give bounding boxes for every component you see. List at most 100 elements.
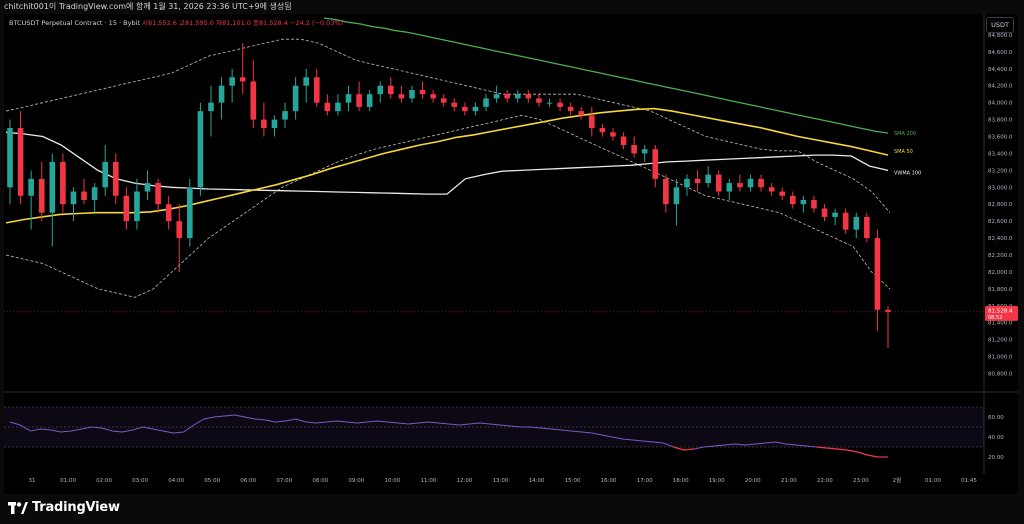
candle-body	[663, 178, 669, 205]
price-tick-label: 84,400.0	[988, 67, 1013, 73]
candle-body	[504, 94, 510, 99]
candle-body	[134, 191, 140, 222]
candle-body	[102, 161, 109, 188]
candle-body	[398, 94, 405, 99]
price-tick-label: 82,800.0	[988, 202, 1013, 208]
sma200-line	[323, 17, 889, 134]
time-tick-label: 17:00	[637, 478, 653, 484]
oscillator-tick-label: 20.00	[988, 455, 1004, 461]
candle-body	[789, 195, 796, 205]
time-tick-label: 07:00	[276, 478, 292, 484]
oscillator-tick-label: 40.00	[988, 435, 1004, 441]
snapshot-caption: chitchit001이 TradingView.com에 함께 1월 31, …	[4, 2, 292, 11]
candle-body	[631, 144, 637, 154]
last-price-badge	[985, 305, 1018, 321]
time-tick-label: 05:00	[204, 478, 220, 484]
symbol-legend[interactable]: BTCUSDT Perpetual Contract · 15 · Bybit …	[9, 17, 343, 27]
candle-body	[525, 94, 532, 99]
candle-body	[853, 216, 860, 230]
price-tick-label: 83,400.0	[988, 151, 1013, 157]
oscillator-line	[9, 414, 888, 458]
candle-body	[546, 102, 553, 104]
price-tick-label: 82,200.0	[988, 253, 1013, 259]
price-tick-label: 83,800.0	[988, 118, 1013, 124]
candle-body	[610, 132, 616, 137]
time-tick-label: 03:00	[132, 478, 148, 484]
price-tick-label: 84,800.0	[988, 33, 1013, 39]
chart-panel: 84,800.0 84,600.0 84,400.0 84,200.0 84,000.0…	[4, 14, 1018, 494]
candle-body	[250, 81, 257, 120]
candle-body	[589, 115, 595, 129]
candle-body	[705, 174, 711, 184]
candle-body	[292, 85, 299, 112]
time-tick-label: 2월	[893, 476, 902, 484]
oversold-segment	[816, 446, 827, 449]
logo-text: TradingView	[32, 500, 120, 515]
candle-body	[652, 149, 659, 179]
candle-body	[768, 187, 775, 192]
time-tick-label: 08:00	[312, 478, 328, 484]
candle-body	[176, 221, 183, 239]
oversold-segment	[867, 454, 878, 458]
time-tick-label: 31	[29, 478, 36, 484]
candle-body	[874, 238, 881, 310]
oversold-segment	[836, 448, 848, 451]
price-tick-label: 82,400.0	[988, 236, 1013, 242]
time-tick-label: 22:00	[817, 478, 833, 484]
currency-button[interactable]: USDT	[986, 17, 1014, 33]
candle-body	[462, 106, 468, 112]
candle-body	[345, 94, 352, 103]
time-tick-label: 12:00	[457, 478, 473, 484]
candle-body	[208, 102, 214, 112]
time-tick-label: 01:00	[60, 478, 76, 484]
time-tick-label: 13:00	[493, 478, 509, 484]
candle-body	[261, 119, 267, 129]
candle-body	[440, 98, 447, 103]
upper-band-line	[5, 38, 891, 213]
candle-body	[165, 204, 172, 222]
candle-body	[419, 89, 426, 95]
price-tick-label: 81,000.0	[988, 355, 1013, 361]
candle-body	[229, 77, 235, 86]
price-tick-label: 84,600.0	[988, 50, 1013, 56]
candle-body	[536, 98, 542, 103]
candle-body	[377, 85, 384, 95]
time-tick-label: 19:00	[709, 478, 725, 484]
candle-body	[567, 106, 574, 112]
candle-body	[388, 85, 394, 95]
oversold-segment	[826, 447, 838, 450]
candle-body	[49, 161, 56, 213]
candle-body	[112, 161, 119, 196]
candle-body	[726, 183, 733, 192]
price-tick-label: 82,600.0	[988, 219, 1013, 225]
time-tick-label: 09:00	[348, 478, 364, 484]
time-tick-label: 14:00	[529, 478, 545, 484]
candle-body	[684, 178, 690, 188]
series-label: SMA 200	[894, 131, 916, 137]
symbol-title: BTCUSDT Perpetual Contract · 15 · Bybit	[9, 19, 140, 27]
candle-body	[779, 191, 786, 196]
oversold-segment	[857, 451, 868, 456]
candle-body	[366, 94, 373, 107]
candle-body	[70, 191, 77, 205]
oscillator-tick-label: 60.00	[988, 415, 1004, 421]
oversold-segment	[683, 448, 695, 451]
countdown-label: 08:52	[988, 315, 1002, 321]
candle-body	[60, 161, 66, 205]
candle-body	[620, 136, 627, 145]
candle-body	[187, 187, 193, 239]
candle-body	[885, 309, 891, 312]
time-tick-label: 10:00	[384, 478, 400, 484]
candle-body	[313, 77, 320, 103]
tradingview-logo-icon	[8, 501, 28, 514]
candle-body	[356, 94, 362, 107]
candle-body	[832, 212, 838, 217]
price-tick-label: 84,200.0	[988, 84, 1013, 90]
candle-body	[7, 128, 13, 188]
chart-svg[interactable]: 84,800.0 84,600.0 84,400.0 84,200.0 84,000.0…	[4, 14, 1018, 494]
candle-body	[673, 187, 680, 205]
time-tick-label: 06:00	[240, 478, 256, 484]
candle-body	[38, 178, 45, 213]
candle-body	[218, 85, 225, 103]
tradingview-branding[interactable]: TradingView	[8, 500, 120, 515]
